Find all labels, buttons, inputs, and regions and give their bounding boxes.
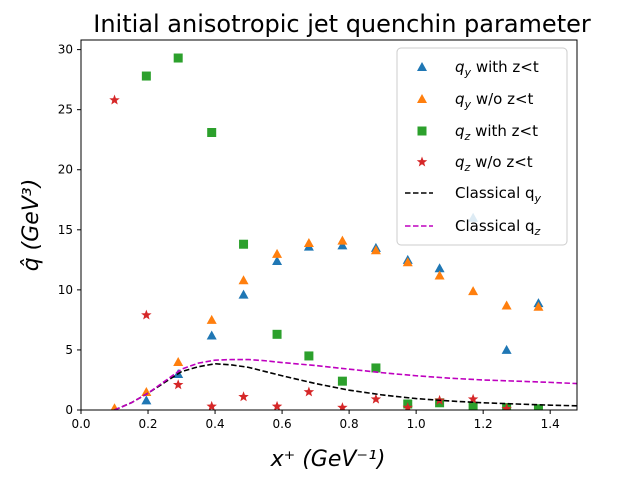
data-point xyxy=(501,344,512,354)
y-tick-label: 30 xyxy=(58,43,73,57)
legend-label: Classical qy xyxy=(455,184,542,205)
legend-entry: qy with z<t xyxy=(417,58,539,79)
x-tick-label: 1.2 xyxy=(474,417,493,431)
y-tick-label: 20 xyxy=(58,163,73,177)
data-point xyxy=(371,363,381,373)
series-1 xyxy=(110,235,544,410)
data-point xyxy=(303,386,315,397)
data-point xyxy=(434,270,445,280)
legend-marker xyxy=(417,94,427,103)
legend-label: qz w/o z<t xyxy=(455,153,533,174)
data-point xyxy=(206,400,217,410)
x-tick-label: 0.6 xyxy=(273,417,292,431)
data-point xyxy=(238,289,249,299)
data-point xyxy=(173,53,183,63)
y-tick-label: 0 xyxy=(65,403,73,417)
data-point xyxy=(141,395,152,405)
series-5 xyxy=(114,358,577,410)
legend-entry: Classical qz xyxy=(405,217,541,238)
series-4 xyxy=(114,362,577,410)
chart-title: Initial anisotropic jet quenchin paramet… xyxy=(93,10,591,38)
data-point xyxy=(206,330,217,340)
data-point xyxy=(501,300,512,310)
y-tick-label: 5 xyxy=(65,343,73,357)
legend-entry: qz w/o z<t xyxy=(416,153,533,174)
y-tick-label: 10 xyxy=(58,283,73,297)
legend-label: qy w/o z<t xyxy=(455,90,534,111)
x-axis-label: x⁺ (GeV⁻¹) xyxy=(270,447,386,472)
legend-label: qy with z<t xyxy=(455,58,539,79)
data-point xyxy=(172,379,184,390)
y-tick-label: 25 xyxy=(58,103,73,117)
y-tick-label: 15 xyxy=(58,223,73,237)
data-point xyxy=(370,245,381,255)
data-point xyxy=(238,391,249,402)
data-point xyxy=(238,275,249,285)
legend-marker xyxy=(417,62,427,71)
data-point xyxy=(501,403,512,410)
data-point xyxy=(110,403,119,410)
series-line xyxy=(114,362,577,410)
legend-entry: qy w/o z<t xyxy=(417,90,534,111)
y-axis: 0 5 10 15 20 25 30 xyxy=(58,43,81,417)
legend-box xyxy=(396,47,568,246)
data-point xyxy=(468,286,479,296)
data-point xyxy=(141,71,151,81)
data-point xyxy=(303,238,314,248)
data-point xyxy=(239,239,249,249)
x-tick-label: 0.2 xyxy=(138,417,157,431)
data-point xyxy=(402,257,413,267)
legend-entry: qz with z<t xyxy=(417,122,538,143)
data-point xyxy=(434,263,445,273)
data-point xyxy=(207,128,217,137)
data-point xyxy=(467,393,479,404)
legend-marker xyxy=(416,156,428,167)
legend-label: qz with z<t xyxy=(455,122,538,143)
data-point xyxy=(533,301,544,311)
data-point xyxy=(337,240,348,250)
x-tick-label: 0.4 xyxy=(206,417,225,431)
series-line xyxy=(114,358,577,410)
data-point xyxy=(337,235,348,245)
legend-marker xyxy=(417,126,427,136)
plot-frame xyxy=(80,39,578,411)
data-point xyxy=(271,400,283,410)
data-point xyxy=(304,351,314,361)
data-point xyxy=(435,398,445,408)
data-point xyxy=(272,248,283,258)
x-tick-label: 1.0 xyxy=(407,417,426,431)
data-point xyxy=(173,356,184,366)
y-axis-label: q̂ (GeV³) xyxy=(19,179,44,272)
data-point xyxy=(337,376,347,386)
data-point xyxy=(468,401,478,410)
x-axis: 0.0 0.2 0.4 0.6 0.8 1.0 1.2 1.4 xyxy=(71,410,560,431)
data-point xyxy=(141,386,152,396)
data-point xyxy=(206,314,217,324)
x-tick-label: 0.8 xyxy=(340,417,359,431)
data-point xyxy=(109,94,120,105)
legend-entry: Classical qy xyxy=(405,184,542,205)
series-3 xyxy=(109,94,512,410)
data-point xyxy=(141,309,152,320)
legend: qy with z<t qy w/o z<t qz with z<t qz w/o z… xyxy=(396,47,568,246)
data-point xyxy=(533,404,543,410)
data-point xyxy=(402,402,413,410)
data-point xyxy=(370,393,382,404)
data-point xyxy=(337,402,348,410)
x-tick-label: 0.0 xyxy=(71,417,90,431)
legend-label: Classical qz xyxy=(455,217,541,238)
x-tick-label: 1.4 xyxy=(541,417,560,431)
data-point xyxy=(272,329,282,339)
data-point xyxy=(272,256,283,266)
